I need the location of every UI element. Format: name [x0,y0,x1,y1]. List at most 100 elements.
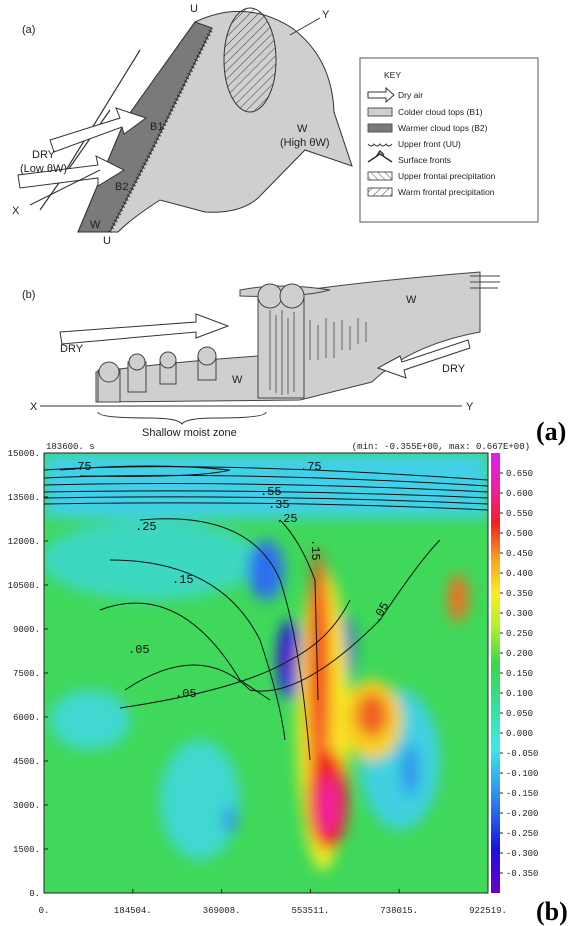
rain-streaks [269,310,367,395]
contour-label: .25 [135,520,157,534]
colorbar-tick-label: 0.000 [506,729,533,739]
plan-view: (a) U Y DRY (Low θW) B1 B2 W (High θW) X… [12,3,353,247]
anvil-streaks [470,275,500,289]
colorbar-tick-label: 0.600 [506,489,533,499]
y-tick-label: 7500. [13,669,40,679]
contour-label: .35 [268,498,290,512]
y-tick-label: 15000. [8,449,40,459]
colorbar-tick-label: -0.350 [506,869,538,879]
diagram-label: W [90,219,101,231]
figure-label: (b) [536,897,568,926]
x-tick-label: 0. [39,906,50,916]
key-swatch [367,171,393,181]
key-swatch [367,107,393,117]
cloud-towers [97,283,305,403]
axis-line [29,169,101,206]
brace [97,411,267,425]
upper-precip [223,7,277,113]
contour-label: .05 [128,643,150,657]
x-tick-label: 184504. [114,906,152,916]
y-tick-label: 12000. [8,537,40,547]
key-item: Upper frontal precipitation [398,171,496,181]
colorbar-tick-label: -0.050 [506,749,538,759]
time-label: 183600. s [46,442,95,452]
y-tick-label: 4500. [13,757,40,767]
contour-label: .15 [172,573,194,587]
diagram-label: Shallow moist zone [142,427,237,439]
colorbar-tick-label: -0.300 [506,849,538,859]
key-swatch [367,86,395,104]
key-swatch [367,149,393,163]
colorbar-tick-label: -0.200 [506,809,538,819]
key-swatch [367,123,393,133]
diagram-label: Y [466,401,474,413]
contour-label: .05 [175,687,197,701]
diagram-label: DRY [32,149,56,161]
colorbar-tick-label: 0.500 [506,529,533,539]
colorbar-tick-label: 0.250 [506,629,533,639]
key-item: Dry air [398,90,423,100]
diagram-label: DRY [442,363,466,375]
panel-label: (b) [22,289,35,301]
field: .75 .75 .25 .15 .05 .05 .15 .05 .55 .35 … [44,453,488,893]
key-title: KEY [384,70,401,80]
y-tick-label: 3000. [13,801,40,811]
colorbar-tick-label: 0.200 [506,649,533,659]
diagram-label: W [406,294,417,306]
axes: 0. 184504. 369008. 553511. 738015. 922519.0.1… [8,449,539,916]
range-label: (min: -0.355E+00, max: 0.667E+00) [352,442,530,452]
dry-arrow [59,313,230,345]
colorbar-tick-label: 0.050 [506,709,533,719]
contour-label: .55 [260,485,282,499]
colorbar-tick-label: 0.150 [506,669,533,679]
y-tick-label: 0. [29,889,40,899]
y-tick-label: 9000. [13,625,40,635]
contour-label: .75 [300,460,322,474]
diagram-label: (High θW) [280,137,330,149]
colorbar-tick-label: 0.400 [506,569,533,579]
panel-label: (a) [22,24,35,36]
colorbar-tick-label: 0.650 [506,469,533,479]
colorbar-tick-label: 0.550 [506,509,533,519]
colorbar [491,453,500,893]
colorbar-tick-label: 0.350 [506,589,533,599]
axis-line [289,17,321,36]
colorbar-tick-label: 0.450 [506,549,533,559]
colorbar-tick-label: -0.100 [506,769,538,779]
dry-arrow [17,155,126,189]
diagram-label: U [103,235,111,247]
key-swatch [367,143,393,147]
diagram-label: W [297,123,308,135]
diagram-label: X [12,205,20,217]
colorbar-tick-label: 0.100 [506,689,533,699]
contour-label: .15 [308,539,322,561]
diagram-label: DRY [60,343,84,355]
y-tick-label: 1500. [13,845,40,855]
upper-front [108,27,214,233]
key-item: Warm frontal precipitation [398,187,495,197]
dry-arrow [49,107,148,153]
colorbar-tick-label: -0.250 [506,829,538,839]
x-tick-label: 738015. [380,906,418,916]
colorbar-tick-label: 0.300 [506,609,533,619]
key-item: Upper front (UU) [398,139,461,149]
x-tick-label: 922519. [469,906,507,916]
diagram-label: B1 [150,121,163,133]
y-tick-label: 10500. [8,581,40,591]
dry-arrow [376,339,471,379]
figure-label: (a) [536,417,566,446]
x-tick-label: 553511. [291,906,329,916]
contours [44,465,488,761]
contour-label: .25 [276,512,298,526]
cross-section: (b) DRY W W DRY X Y Shallow moist zone [22,271,500,439]
x-tick-label: 369008. [203,906,241,916]
key: KEY Dry air Colder cloud tops (B1) Warme… [359,57,539,223]
contour-label: .75 [70,460,92,474]
diagram-label: (Low θW) [20,163,67,175]
diagram-label: B2 [115,181,128,193]
key-item: Warmer cloud tops (B2) [398,123,488,133]
key-swatch [367,187,393,197]
diagram-label: W [232,374,243,386]
